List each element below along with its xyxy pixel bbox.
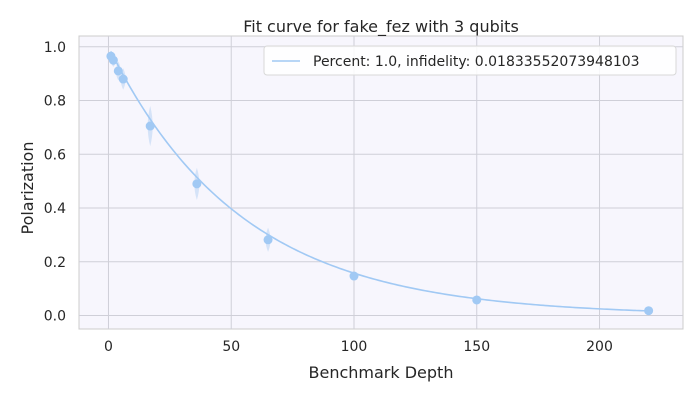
x-tick-label: 0 xyxy=(104,339,113,355)
fit-curve xyxy=(110,51,649,312)
x-tick-label: 200 xyxy=(586,339,613,355)
legend-entry-label: Percent: 1.0, infidelity: 0.018335520739… xyxy=(313,54,640,70)
x-axis-label: Benchmark Depth xyxy=(309,363,454,382)
y-tick-label: 0.6 xyxy=(44,147,66,163)
data-point xyxy=(145,121,155,131)
data-point xyxy=(192,179,202,189)
grid xyxy=(79,36,683,329)
data-point xyxy=(118,74,128,84)
data-point xyxy=(349,271,359,281)
data-point xyxy=(113,66,123,76)
data-point xyxy=(644,306,654,316)
y-tick-label: 1.0 xyxy=(44,40,66,56)
chart-title: Fit curve for fake_fez with 3 qubits xyxy=(243,17,519,37)
plot-background xyxy=(78,35,684,330)
y-tick-label: 0.8 xyxy=(44,94,66,110)
data-points xyxy=(106,51,654,316)
y-tick-label: 0.2 xyxy=(44,255,66,271)
data-point xyxy=(472,295,482,305)
y-tick-label: 0.4 xyxy=(44,201,66,217)
x-tick-label: 50 xyxy=(222,339,240,355)
legend: Percent: 1.0, infidelity: 0.018335520739… xyxy=(263,45,677,76)
y-tick-label: 0.0 xyxy=(44,309,66,325)
x-tick-label: 100 xyxy=(341,339,368,355)
legend-box xyxy=(263,45,677,76)
x-tick-label: 150 xyxy=(463,339,490,355)
data-point xyxy=(263,235,273,245)
x-tick-labels: 0 50 100 150 200 xyxy=(104,339,613,355)
data-point xyxy=(108,55,118,65)
y-axis-label: Polarization xyxy=(18,142,37,235)
y-tick-labels: 0.0 0.2 0.4 0.6 0.8 1.0 xyxy=(44,40,66,325)
